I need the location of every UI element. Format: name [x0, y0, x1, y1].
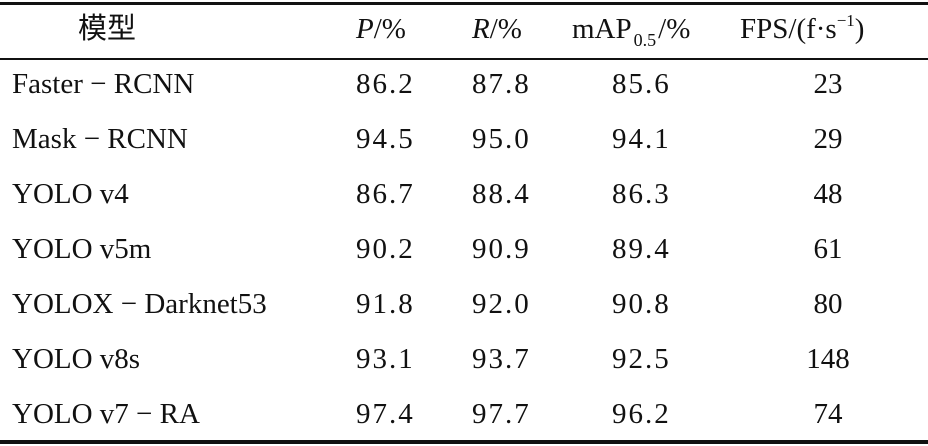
header-precision-unit: /% — [373, 13, 406, 45]
header-model: 模型 — [78, 13, 137, 45]
table-row: YOLO v4 86.7 88.4 86.3 48 — [0, 167, 928, 222]
cell-map: 90.8 — [612, 288, 671, 320]
cell-fps: 29 — [813, 123, 843, 155]
cell-map: 92.5 — [612, 343, 671, 375]
header-precision: P/% — [356, 2, 406, 57]
cell-fps: 23 — [813, 68, 843, 100]
cell-precision: 86.2 — [356, 68, 415, 100]
cell-model: YOLOX − Darknet53 — [12, 288, 267, 320]
cell-recall: 93.7 — [472, 343, 531, 375]
table-row: YOLO v7 − RA 97.4 97.7 96.2 74 — [0, 387, 928, 442]
cell-model: YOLO v5m — [12, 233, 152, 265]
header-fps-main: FPS/(f·s — [740, 13, 837, 45]
table-header-row: 模型 P/% R/% mAP 0.5/% FPS/(f·s−1) — [0, 2, 928, 57]
table-bottom-rule — [0, 440, 928, 444]
cell-fps: 80 — [813, 288, 843, 320]
cell-fps: 74 — [813, 398, 843, 430]
cell-map: 85.6 — [612, 68, 671, 100]
header-fps-close: ) — [854, 13, 865, 45]
table-header-rule — [0, 58, 928, 60]
header-map: mAP 0.5/% — [572, 2, 690, 57]
cell-recall: 95.0 — [472, 123, 531, 155]
header-recall-var: R — [472, 13, 490, 45]
cell-fps: 148 — [806, 343, 850, 375]
cell-precision: 97.4 — [356, 398, 415, 430]
table-row: Faster − RCNN 86.2 87.8 85.6 23 — [0, 57, 928, 112]
cell-precision: 90.2 — [356, 233, 415, 265]
table-row: YOLO v5m 90.2 90.9 89.4 61 — [0, 222, 928, 277]
cell-precision: 94.5 — [356, 123, 415, 155]
header-fps: FPS/(f·s−1) — [740, 2, 920, 57]
cell-model: Mask − RCNN — [12, 123, 188, 155]
header-precision-var: P — [356, 13, 374, 45]
table-row: Mask − RCNN 94.5 95.0 94.1 29 — [0, 112, 928, 167]
header-fps-sup: −1 — [836, 11, 855, 30]
cell-recall: 90.9 — [472, 233, 531, 265]
header-recall-unit: /% — [489, 13, 522, 45]
cell-fps: 61 — [813, 233, 843, 265]
header-recall: R/% — [472, 2, 522, 57]
table-row: YOLO v8s 93.1 93.7 92.5 148 — [0, 332, 928, 387]
cell-map: 94.1 — [612, 123, 671, 155]
cell-map: 96.2 — [612, 398, 671, 430]
table-top-rule — [0, 2, 928, 5]
cell-fps: 48 — [813, 178, 843, 210]
cell-precision: 93.1 — [356, 343, 415, 375]
cell-precision: 91.8 — [356, 288, 415, 320]
header-map-sub: 0.5 — [633, 30, 657, 50]
cell-model: Faster − RCNN — [12, 68, 195, 100]
table-row: YOLOX − Darknet53 91.8 92.0 90.8 80 — [0, 277, 928, 332]
header-map-unit: /% — [658, 13, 691, 45]
cell-model: YOLO v7 − RA — [12, 398, 200, 430]
cell-recall: 97.7 — [472, 398, 531, 430]
cell-map: 86.3 — [612, 178, 671, 210]
cell-map: 89.4 — [612, 233, 671, 265]
header-map-main: mAP — [572, 13, 632, 45]
cell-model: YOLO v4 — [12, 178, 129, 210]
cell-recall: 88.4 — [472, 178, 531, 210]
cell-recall: 92.0 — [472, 288, 531, 320]
cell-recall: 87.8 — [472, 68, 531, 100]
cell-precision: 86.7 — [356, 178, 415, 210]
cell-model: YOLO v8s — [12, 343, 141, 375]
